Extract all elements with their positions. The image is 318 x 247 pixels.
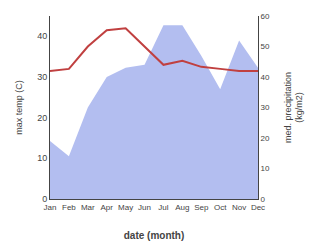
svg-text:40: 40 <box>37 31 47 41</box>
svg-text:20: 20 <box>37 113 47 123</box>
svg-text:Aug: Aug <box>175 203 189 212</box>
svg-text:Mar: Mar <box>81 203 95 212</box>
svg-text:40: 40 <box>261 73 270 82</box>
svg-text:Nov: Nov <box>232 203 246 212</box>
svg-text:30: 30 <box>261 103 270 112</box>
svg-text:30: 30 <box>37 72 47 82</box>
svg-text:Jun: Jun <box>138 203 151 212</box>
svg-text:Jan: Jan <box>44 203 57 212</box>
svg-text:50: 50 <box>261 42 270 51</box>
svg-text:Oct: Oct <box>214 203 227 212</box>
svg-text:max temp (C): max temp (C) <box>14 80 24 135</box>
svg-text:Jul: Jul <box>158 203 168 212</box>
svg-text:Sep: Sep <box>194 203 209 212</box>
svg-text:Apr: Apr <box>101 203 114 212</box>
svg-text:60: 60 <box>261 12 270 21</box>
svg-text:May: May <box>118 203 133 212</box>
svg-text:Feb: Feb <box>62 203 76 212</box>
svg-text:Dec: Dec <box>251 203 265 212</box>
svg-text:10: 10 <box>261 164 270 173</box>
svg-text:0: 0 <box>42 194 47 204</box>
svg-text:date (month): date (month) <box>124 230 185 241</box>
svg-text:10: 10 <box>37 153 47 163</box>
svg-text:med. precipitation(kg/m2): med. precipitation(kg/m2) <box>283 72 305 143</box>
svg-text:20: 20 <box>261 134 270 143</box>
svg-text:0: 0 <box>261 195 266 204</box>
